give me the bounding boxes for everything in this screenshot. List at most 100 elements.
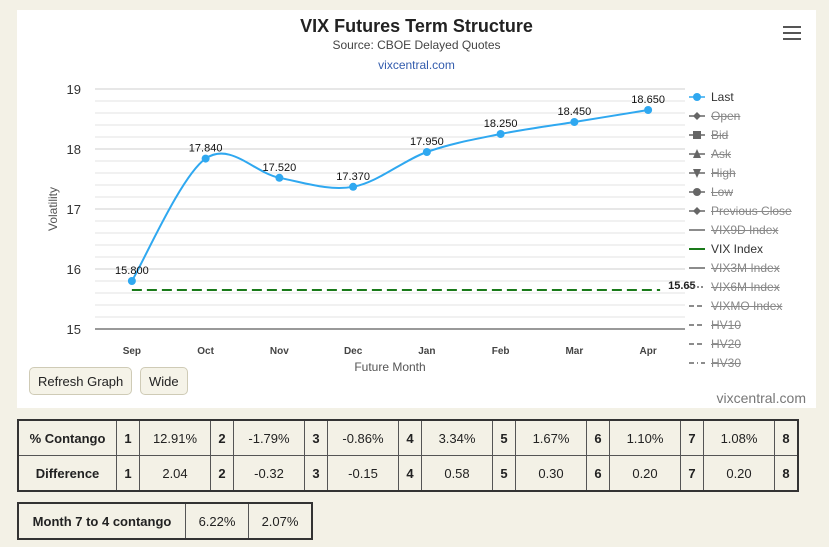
wide-button[interactable]: Wide [140,367,188,395]
legend-label: Last [711,89,734,104]
data-label: 17.950 [410,136,444,148]
legend-item[interactable]: VIXMO Index [689,296,814,315]
y-tick-label: 15 [67,322,81,337]
legend-symbol-icon [689,285,705,288]
last-series-line [131,109,649,282]
legend-label: VIX9D Index [711,222,779,237]
legend-item[interactable]: Open [689,106,814,125]
legend-item[interactable]: Ask [689,144,814,163]
hamburger-menu-icon[interactable] [783,26,801,40]
x-tick-label: Dec [344,346,363,357]
month-number: 7 [680,455,704,492]
data-label: 18.650 [631,94,665,106]
legend-symbol-icon [689,304,705,307]
y-tick-label: 17 [67,202,81,217]
legend-label: VIXMO Index [711,298,783,313]
data-label: 17.840 [189,143,223,155]
vix-index-value-label: 15.65 [668,280,696,292]
last-data-point [422,148,431,156]
table-row: Difference 1 2.04 2 -0.32 3 -0.15 4 0.58… [17,455,799,492]
legend-symbol-icon [689,130,705,139]
x-tick-label: Oct [197,346,214,357]
legend-symbol-icon [689,266,705,269]
x-axis-title: Future Month [354,360,425,374]
difference-value: 0.30 [515,455,587,492]
x-tick-label: Feb [492,346,510,357]
legend-label: Ask [711,146,732,161]
last-data-point [570,118,579,126]
difference-value: 0.20 [703,455,775,492]
contango-row-label: % Contango [17,419,117,456]
legend-item[interactable]: Previous Close [689,201,814,220]
legend-item[interactable]: Bid [689,125,814,144]
last-data-point [644,106,653,114]
legend-label: HV30 [711,355,742,370]
legend-symbol-icon [689,247,705,250]
difference-row-label: Difference [17,455,117,492]
chart-title: VIX Futures Term Structure [300,16,533,36]
legend-label: VIX Index [711,241,764,256]
data-label: 18.450 [558,106,592,118]
month-number: 1 [116,419,140,456]
legend-symbol-icon [689,168,705,178]
month-number: 4 [398,455,422,492]
legend-label: VIX6M Index [711,279,780,294]
legend-label: Low [711,184,734,199]
month-7-to-4-value: 6.22% [185,502,249,540]
legend-item[interactable]: HV10 [689,315,814,334]
month-number: 2 [210,419,234,456]
last-data-point [201,154,210,163]
difference-value: -0.15 [327,455,399,492]
contango-table: % Contango 1 12.91% 2 -1.79% 3 -0.86% 4 … [17,419,799,492]
legend-label: Bid [711,127,729,142]
table-row: % Contango 1 12.91% 2 -1.79% 3 -0.86% 4 … [17,419,799,456]
legend-item[interactable]: VIX Index [689,239,814,258]
contango-value: 1.67% [515,419,587,456]
last-data-point [127,277,136,285]
last-data-point [275,173,284,182]
difference-value: 2.04 [139,455,211,492]
legend-item[interactable]: Last [689,87,814,106]
contango-value: 12.91% [139,419,211,456]
legend-symbol-icon [689,323,705,326]
month-7-to-4-value: 2.07% [248,502,313,540]
difference-value: 0.58 [421,455,493,492]
x-tick-label: Mar [565,346,583,357]
month-number: 6 [586,455,610,492]
month-number: 6 [586,419,610,456]
legend-symbol-icon [689,148,705,158]
month-number: 2 [210,455,234,492]
legend-symbol-icon [689,206,705,215]
chart-credit-link[interactable]: vixcentral.com [378,58,455,72]
month-number: 7 [680,419,704,456]
data-label: 17.520 [263,162,297,174]
legend-item[interactable]: VIX9D Index [689,220,814,239]
legend-label: Open [711,108,741,123]
legend-symbol-icon [689,187,705,196]
month-number: 4 [398,419,422,456]
legend-item[interactable]: VIX3M Index [689,258,814,277]
legend-item[interactable]: High [689,163,814,182]
legend-item[interactable]: HV20 [689,334,814,353]
data-label: 15.800 [115,265,149,277]
month-number: 5 [492,455,516,492]
month-number: 3 [304,419,328,456]
contango-value: -1.79% [233,419,305,456]
chart-panel: VIX Futures Term Structure Source: CBOE … [17,10,816,408]
last-data-point [496,130,505,138]
legend-label: High [711,165,736,180]
legend-symbol-icon [689,361,705,364]
legend-item[interactable]: Low [689,182,814,201]
month-number: 8 [774,419,799,456]
x-tick-label: Apr [640,346,657,357]
chart-legend: Last Open Bid Ask High Low Previous Close VIX9D… [689,87,814,372]
data-label: 17.370 [336,171,370,183]
chart-subtitle: Source: CBOE Delayed Quotes [332,38,501,52]
contango-value: 1.10% [609,419,681,456]
legend-label: VIX3M Index [711,260,780,275]
x-tick-label: Sep [123,346,141,357]
refresh-graph-button[interactable]: Refresh Graph [29,367,133,395]
legend-item[interactable]: HV30 [689,353,814,372]
month-number: 8 [774,455,799,492]
legend-item[interactable]: VIX6M Index [689,277,814,296]
